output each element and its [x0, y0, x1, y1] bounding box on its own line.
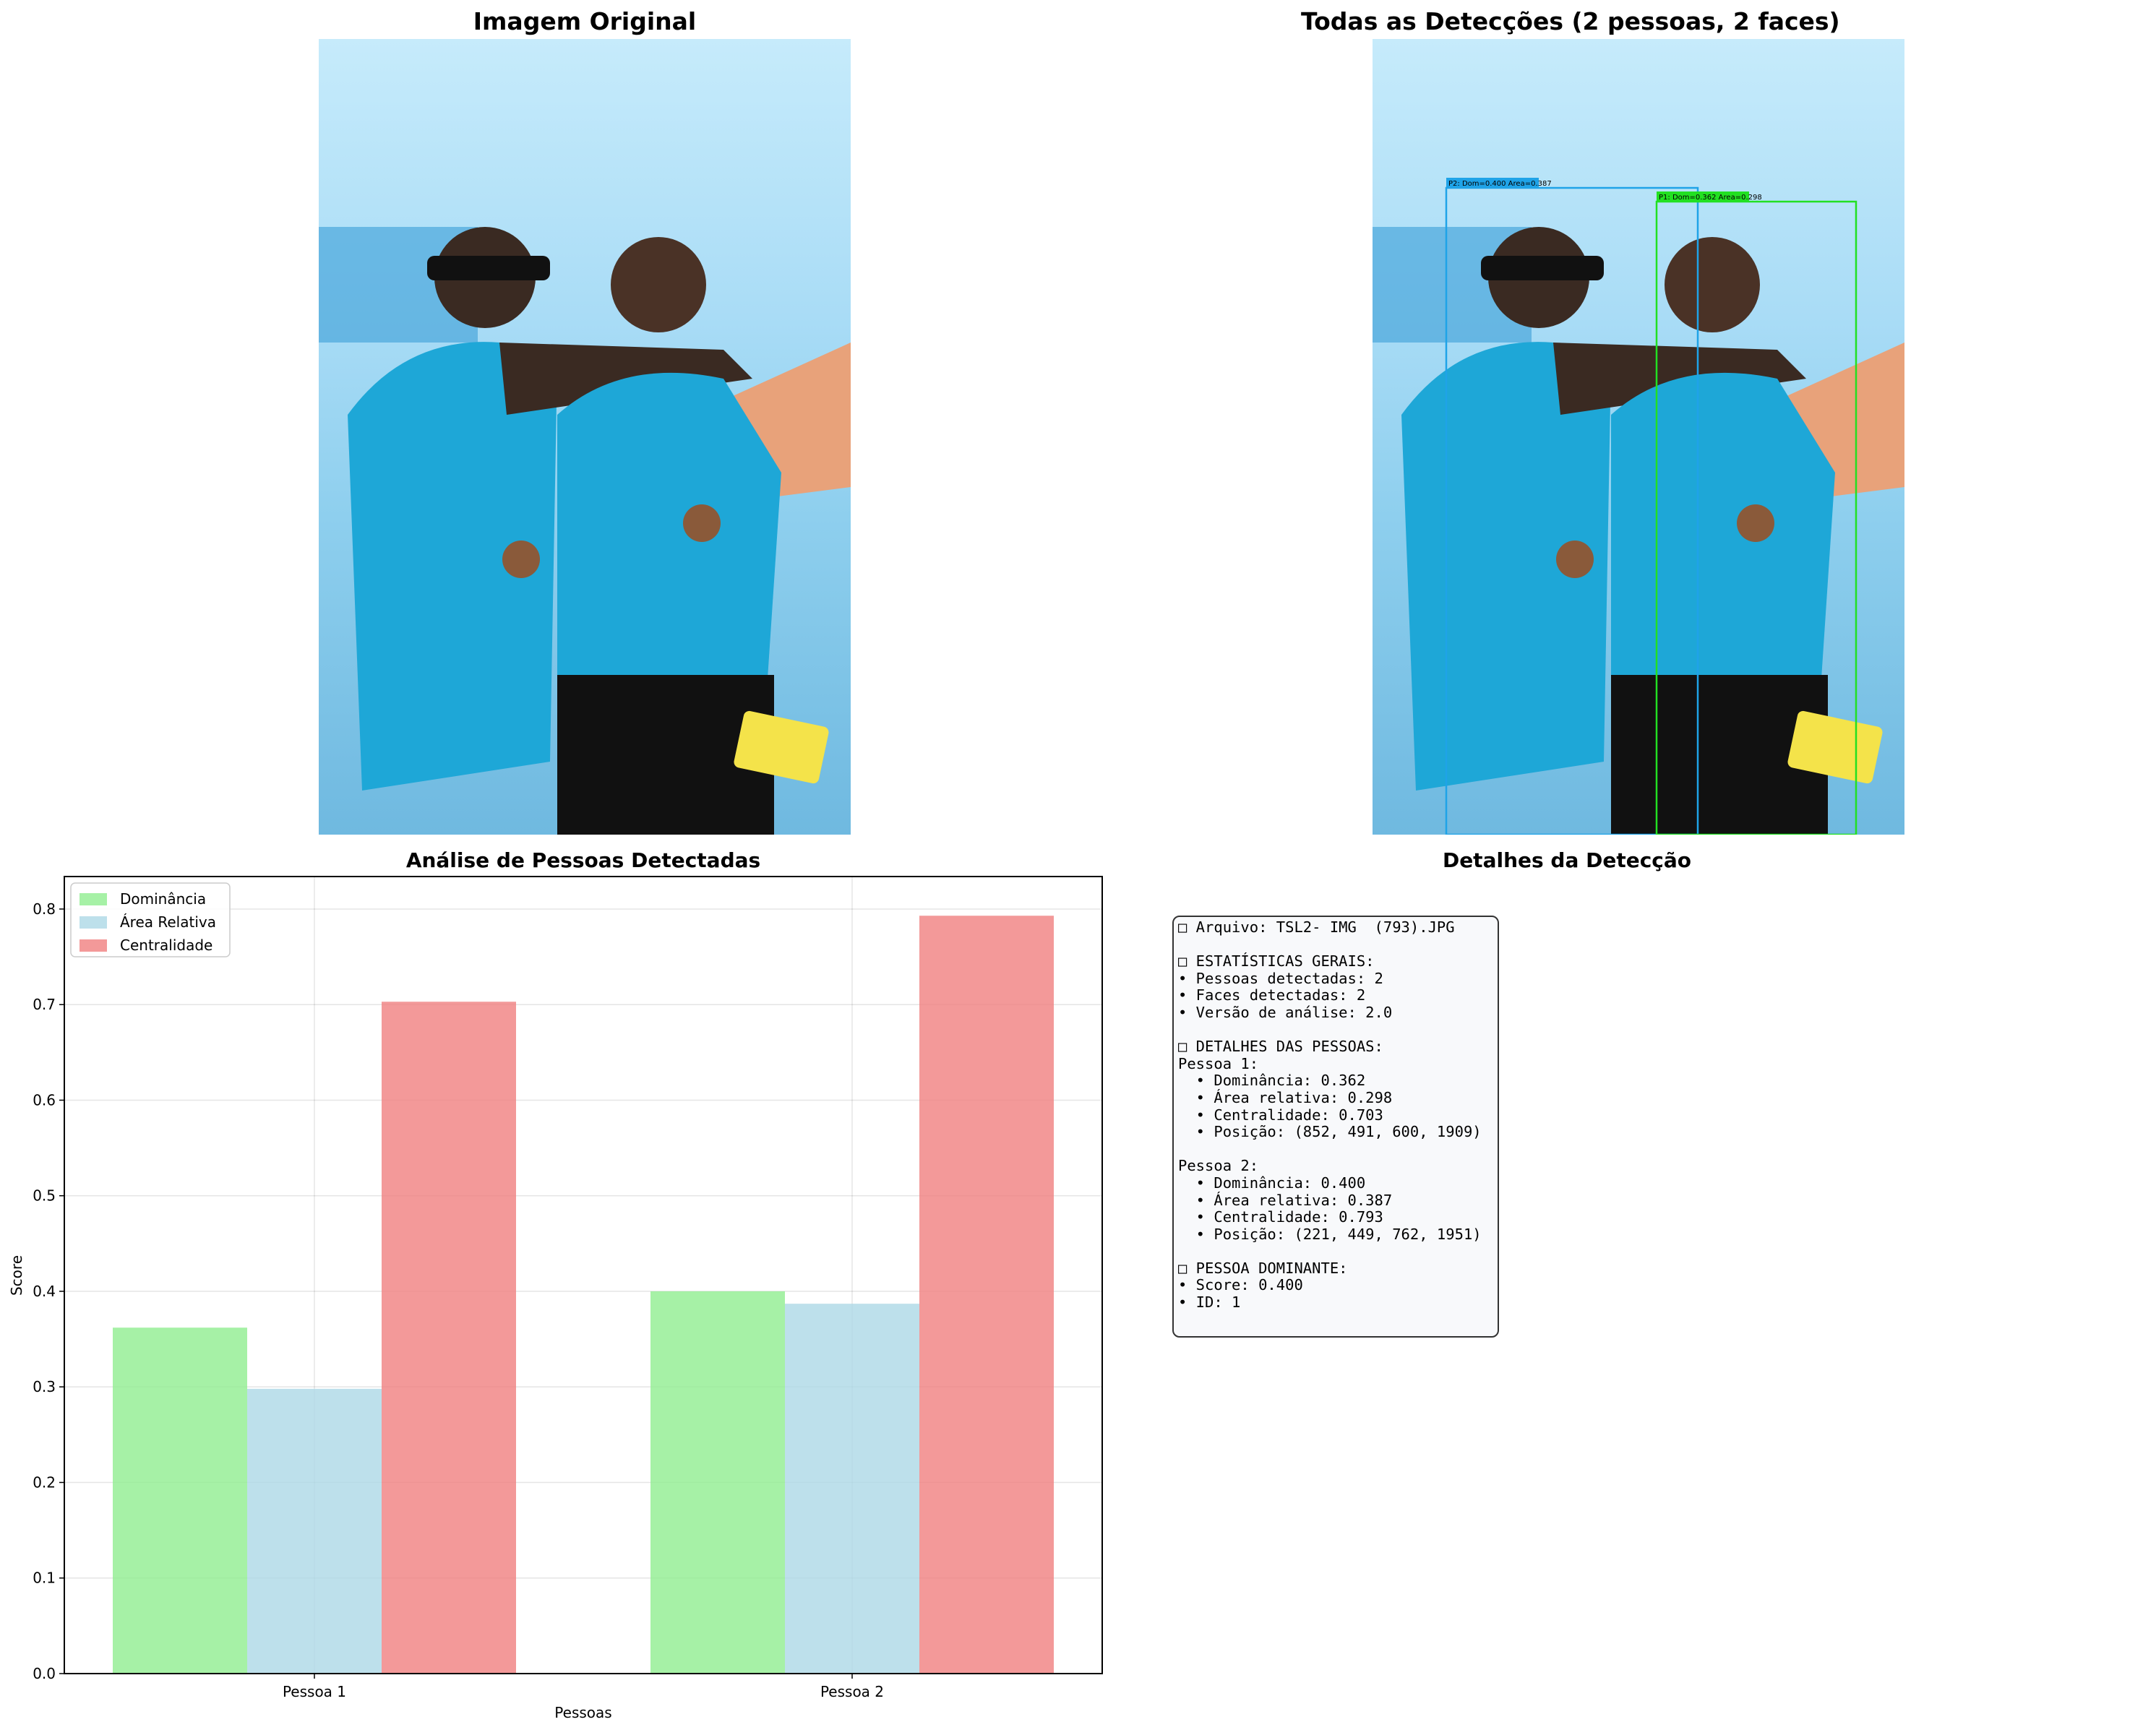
details-box: [1172, 916, 1499, 1338]
legend-label: Área Relativa: [120, 913, 216, 931]
chart-legend: Dominância Área Relativa Centralidade: [70, 882, 231, 957]
bar: [785, 1304, 919, 1674]
detection-box-p2: P2: Dom=0.400 Area=0.387: [1445, 178, 1699, 835]
legend-swatch: [80, 893, 107, 905]
y-axis-label: Score: [8, 1255, 25, 1296]
bar: [382, 1002, 516, 1674]
y-tick-label: 0.2: [33, 1473, 56, 1491]
y-tick-label: 0.0: [33, 1665, 56, 1682]
bar: [650, 1291, 785, 1674]
y-tick-label: 0.8: [33, 900, 56, 918]
y-tick-label: 0.7: [33, 996, 56, 1013]
chart-title: Análise de Pessoas Detectadas: [405, 848, 761, 872]
legend-swatch: [80, 939, 107, 952]
x-axis-label: Pessoas: [554, 1704, 611, 1721]
legend-swatch: [80, 916, 107, 929]
x-tick-label: Pessoa 2: [820, 1683, 884, 1700]
detections-photo: P2: Dom=0.400 Area=0.387 P1: Dom=0.362 A…: [1373, 39, 1904, 835]
bar: [113, 1327, 247, 1674]
bar: [919, 916, 1054, 1674]
original-photo: [319, 39, 851, 835]
analysis-bar-chart: 0.0 0.1 0.2 0.3 0.4 0.5 0.6 0.7 0.8 Pessoa 1 Pesso…: [8, 876, 1103, 1721]
detection-box-p1: P1: Dom=0.362 Area=0.298: [1655, 191, 1857, 835]
legend-label: Dominância: [120, 890, 206, 908]
detections-title: Todas as Detecções (2 pessoas, 2 faces): [1301, 7, 1840, 35]
legend-label: Centralidade: [120, 937, 212, 954]
details-title: Detalhes da Detecção: [1442, 848, 1692, 872]
y-tick-label: 0.3: [33, 1378, 56, 1395]
x-tick-label: Pessoa 1: [283, 1683, 346, 1700]
y-tick-label: 0.4: [33, 1283, 56, 1300]
plot-frame: [64, 876, 1103, 1674]
details-text: □ Arquivo: TSL2- IMG (793).JPG □ ESTATÍS…: [1178, 918, 1482, 1312]
original-image-title: Imagem Original: [473, 7, 697, 35]
y-tick-label: 0.5: [33, 1187, 56, 1205]
y-tick-label: 0.6: [33, 1091, 56, 1108]
y-tick-label: 0.1: [33, 1570, 56, 1587]
bar: [247, 1388, 382, 1674]
detection-label-p1: P1: Dom=0.362 Area=0.298: [1659, 194, 1762, 202]
detection-label-p2: P2: Dom=0.400 Area=0.387: [1448, 180, 1552, 188]
